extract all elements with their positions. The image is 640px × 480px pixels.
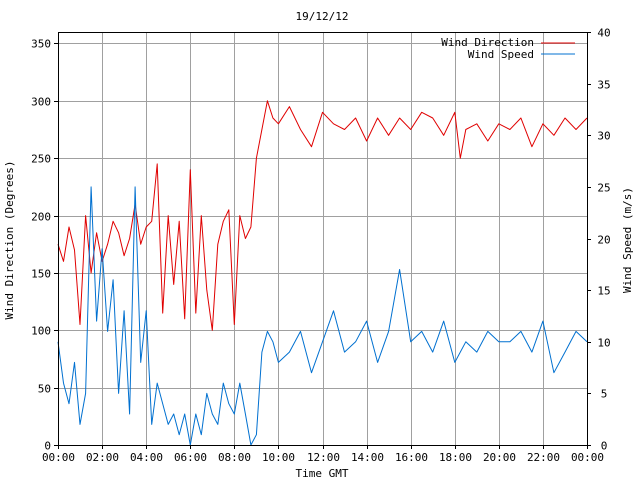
series-line-wind-speed	[57, 186, 588, 446]
legend-label-wind-direction: Wind Direction	[441, 36, 534, 49]
x-tick-label: 08:00	[218, 451, 251, 464]
y2-tick-label: 0	[601, 440, 608, 453]
x-tick-label: 20:00	[483, 451, 516, 464]
y-tick-label: 150	[31, 268, 51, 281]
chart-title: 19/12/12	[296, 10, 349, 23]
x-tick-label: 12:00	[307, 451, 340, 464]
y-tick-label: 0	[44, 440, 51, 453]
y2-tick-label: 15	[597, 285, 610, 298]
x-tick-label: 18:00	[439, 451, 472, 464]
y-tick-label: 200	[31, 211, 51, 224]
x-tick-label: 22:00	[527, 451, 560, 464]
y-tick-label: 100	[31, 325, 51, 338]
x-tick-label: 16:00	[395, 451, 428, 464]
y-tick-label: 300	[31, 96, 51, 109]
axis-ticks: 00:00 02:00 04:00 06:00 08:00 10:00 12:00 14:00…	[31, 27, 611, 465]
x-tick-label: 14:00	[351, 451, 384, 464]
y-tick-label: 350	[31, 38, 51, 51]
series-lines	[57, 100, 588, 446]
x-tick-label: 06:00	[174, 451, 207, 464]
x-tick-label: 02:00	[86, 451, 119, 464]
x-tick-label: 00:00	[42, 451, 75, 464]
y2-axis-label: Wind Speed (m/s)	[621, 187, 634, 293]
y-tick-label: 250	[31, 153, 51, 166]
legend-label-wind-speed: Wind Speed	[468, 48, 534, 61]
y2-tick-label: 10	[597, 337, 610, 350]
x-tick-label: 00:00	[571, 451, 604, 464]
y-axis-label: Wind Direction (Degrees)	[3, 161, 16, 320]
x-tick-label: 10:00	[262, 451, 295, 464]
x-tick-label: 04:00	[130, 451, 163, 464]
y2-tick-label: 35	[597, 79, 610, 92]
y-tick-label: 50	[38, 383, 51, 396]
x-axis-label: Time GMT	[296, 467, 349, 480]
y2-tick-label: 20	[597, 234, 610, 247]
y2-tick-label: 30	[597, 130, 610, 143]
y2-tick-label: 25	[597, 182, 610, 195]
grid-lines	[58, 32, 587, 445]
y2-tick-label: 40	[597, 27, 610, 40]
y2-tick-label: 5	[601, 388, 608, 401]
legend: Wind Direction Wind Speed	[441, 36, 575, 61]
series-line-wind-direction	[57, 100, 588, 331]
